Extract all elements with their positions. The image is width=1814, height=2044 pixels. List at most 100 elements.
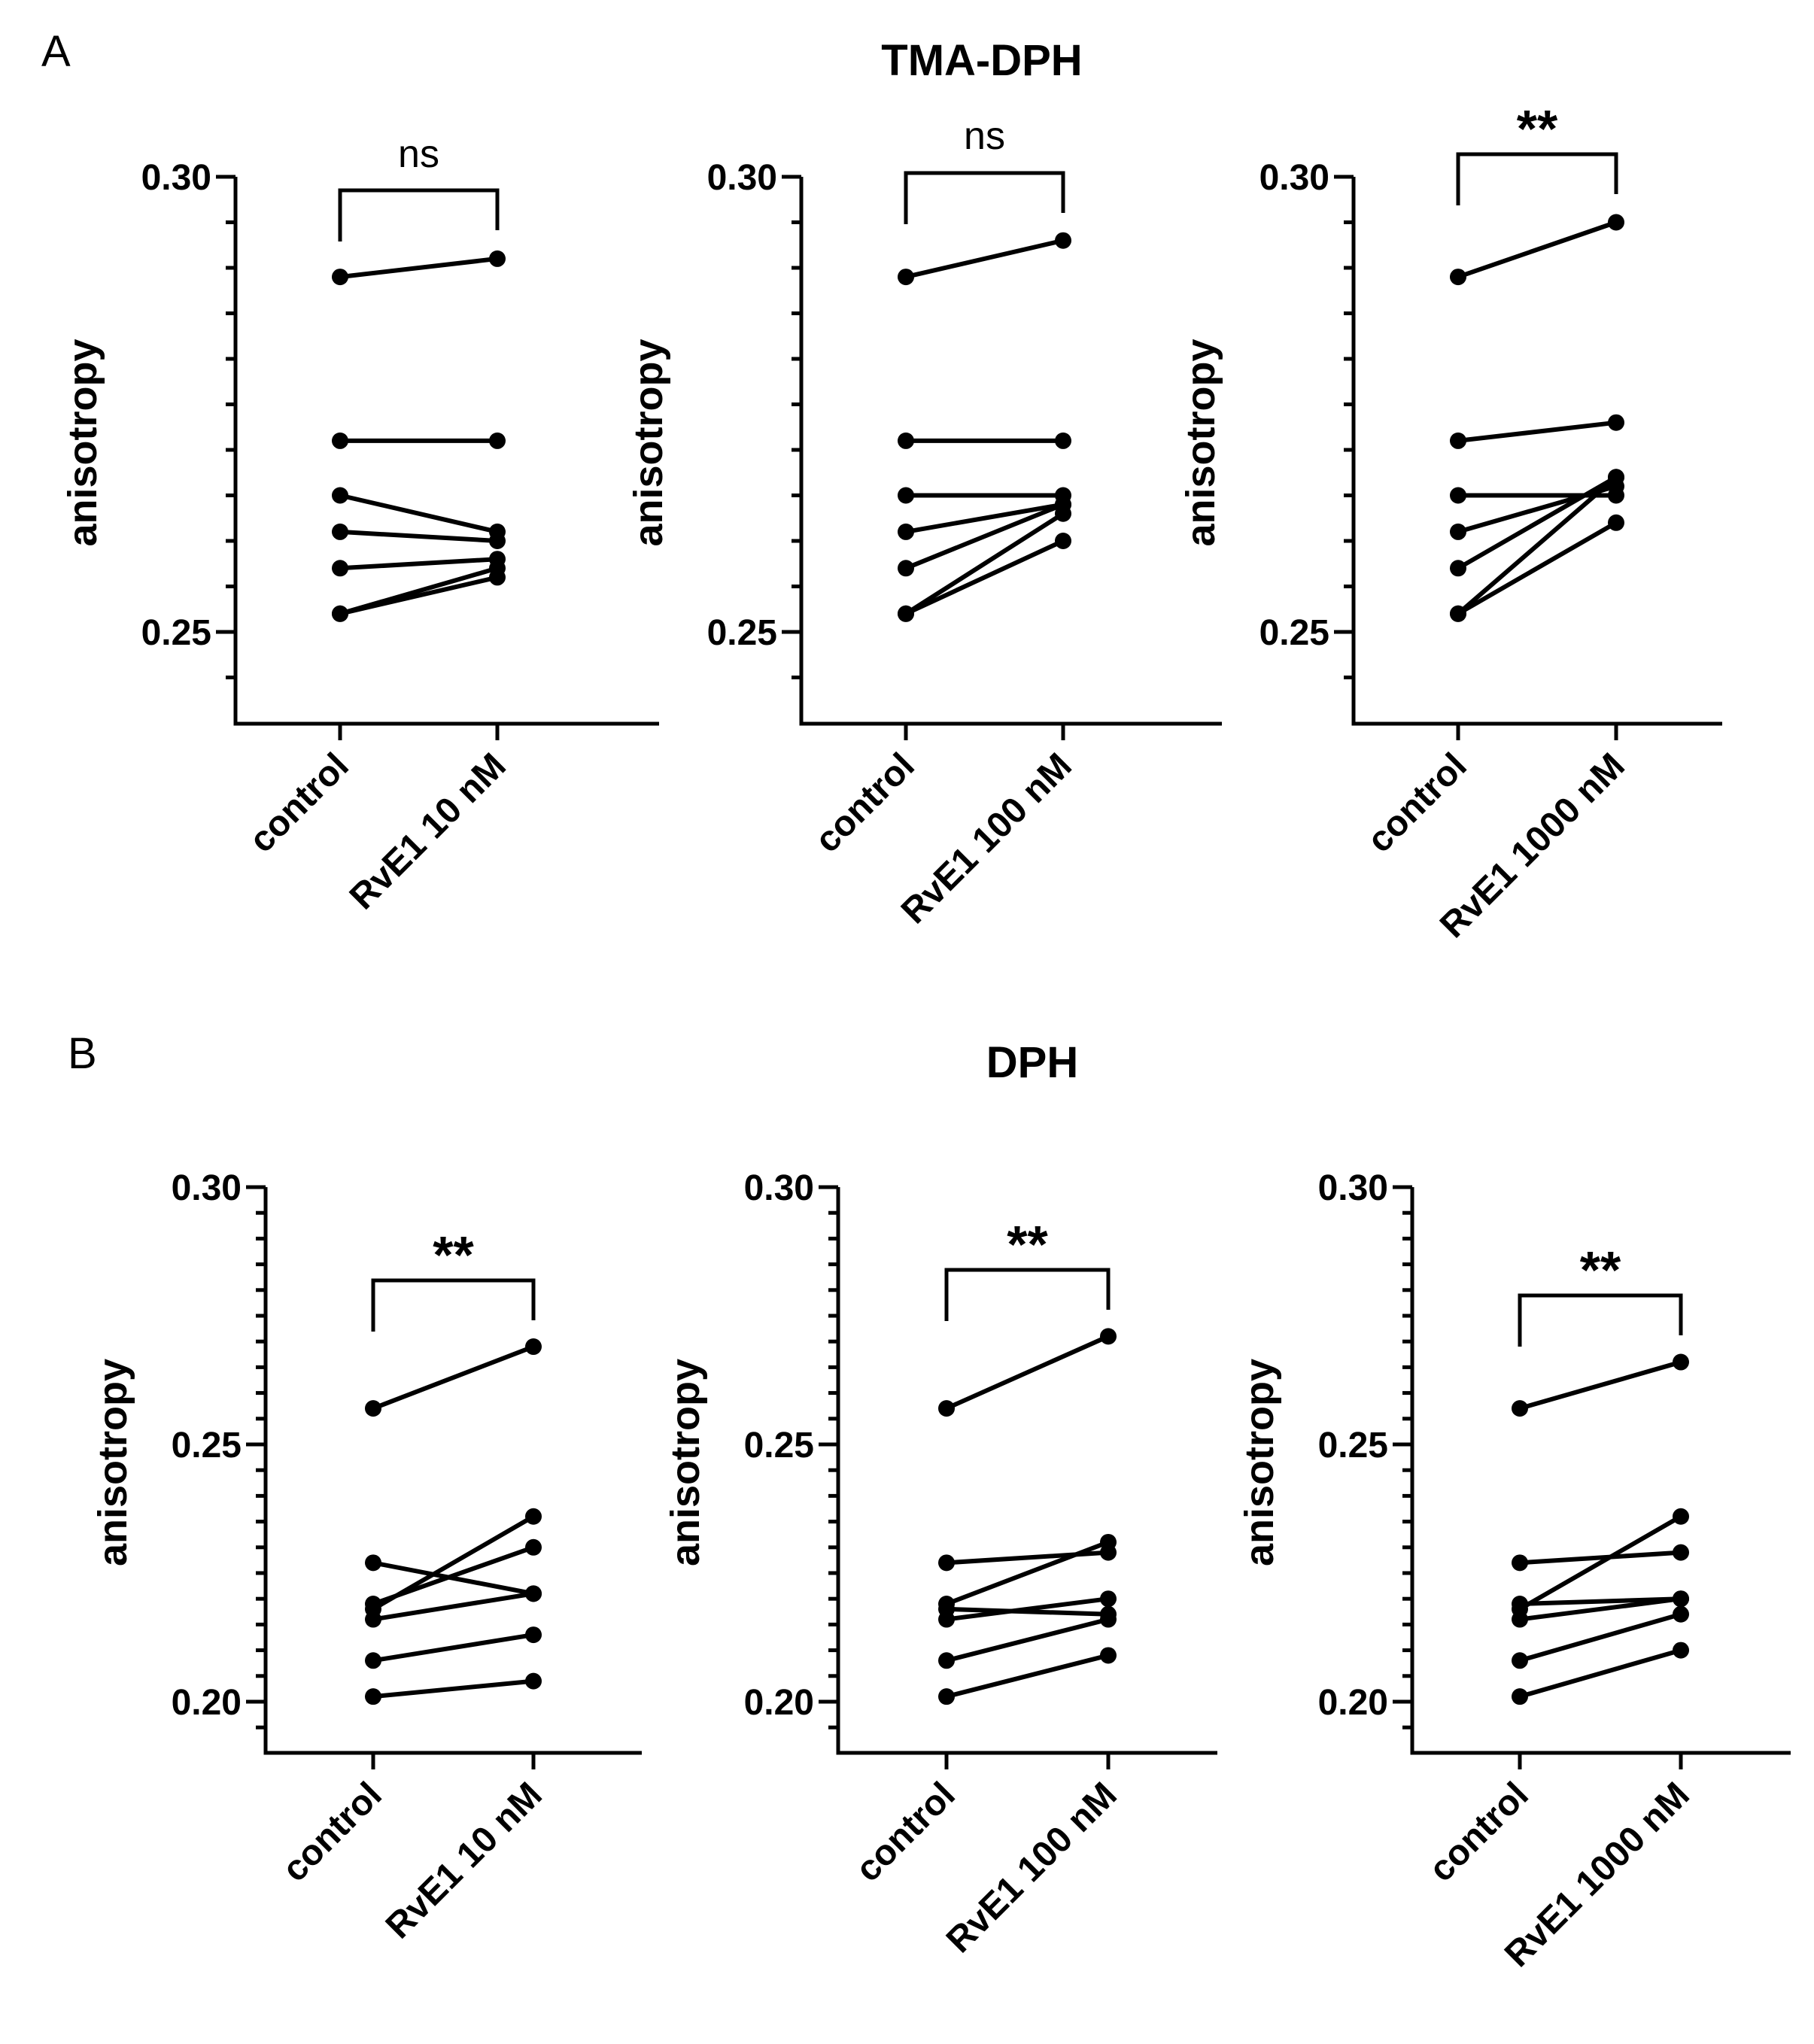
chart-b3-tick-label: 0.20: [1318, 1683, 1388, 1723]
chart-a1-significance-label: ns: [398, 132, 439, 176]
chart-a2-pair-line: [905, 502, 1064, 534]
chart-b3-pair-line: [1519, 1648, 1682, 1699]
chart-b3-category-label: control: [1421, 1775, 1536, 1889]
chart-a1-point-treated: [489, 569, 506, 586]
chart-b3-pair-line: [1519, 1596, 1682, 1622]
chart-a2-pair-line: [904, 512, 1065, 616]
chart-b2-pair-line: [945, 1540, 1110, 1606]
chart-b1-y-axis-label: anisotropy: [90, 1359, 135, 1566]
chart-b1-point-control: [365, 1554, 381, 1572]
chart-b3-significance-bracket: [1518, 1293, 1683, 1347]
chart-b3-pair-line: [1519, 1611, 1682, 1663]
chart-a3-significance-label: **: [1517, 99, 1558, 158]
chart-b2-category-label: RvE1 100 nM: [939, 1775, 1125, 1960]
chart-b3-point-treated: [1673, 1508, 1689, 1525]
chart-b1-tick-label: 0.20: [172, 1683, 242, 1723]
chart-a2-point-control: [898, 487, 914, 504]
chart-b3-point-control: [1512, 1554, 1528, 1572]
chart-b2-significance-bracket: [944, 1268, 1111, 1321]
chart-b1-tick-label: 0.25: [172, 1426, 242, 1465]
chart-a3-point-control: [1450, 269, 1466, 286]
chart-b3-tick-label: 0.30: [1318, 1168, 1388, 1208]
panel-letter-b: B: [68, 1029, 97, 1078]
chart-b1-point-control: [365, 1652, 381, 1669]
chart-b3-point-treated: [1673, 1590, 1689, 1608]
chart-a2-pair-line: [904, 502, 1065, 571]
chart-b2-pair-line: [946, 1653, 1109, 1699]
chart-a2-point-control: [898, 605, 914, 622]
chart-a1-point-control: [332, 269, 348, 286]
chart-a2-y-axis-label: anisotropy: [626, 339, 671, 546]
chart-b1-point-control: [365, 1400, 381, 1417]
chart-a2-tick-label: 0.25: [707, 613, 777, 653]
chart-b1-pair-line: [372, 1514, 535, 1611]
chart-b1-significance-label: **: [433, 1225, 474, 1284]
chart-b1-point-control: [365, 1611, 381, 1628]
chart-a1-pair-line: [339, 256, 498, 280]
chart-b1-point-treated: [525, 1508, 542, 1525]
chart-a3-pair-line: [1457, 475, 1618, 570]
panel-letter-a: A: [41, 27, 71, 76]
chart-b1-pair-line: [372, 1591, 534, 1622]
chart-b1-pair-line: [372, 1632, 534, 1663]
chart-b3-point-treated: [1673, 1544, 1689, 1561]
chart-a1-pair-line: [339, 557, 498, 571]
chart-a1-point-control: [332, 605, 348, 622]
panel-title-a: TMA-DPH: [881, 36, 1082, 85]
chart-a3-significance-bracket: [1456, 152, 1618, 205]
chart-a2-point-control: [898, 432, 914, 449]
chart-b3-pair-line: [1519, 1550, 1682, 1566]
chart-a1-tick-label: 0.25: [141, 613, 211, 653]
chart-b2-pair-line: [946, 1606, 1109, 1617]
chart-b2-pair-line: [945, 1334, 1110, 1411]
chart-b1-pair-line: [372, 1560, 534, 1596]
chart-b1-pair-line: [372, 1344, 535, 1411]
chart-b2-tick-label: 0.20: [744, 1683, 814, 1723]
chart-a2-tick-label: 0.30: [707, 158, 777, 198]
chart-b2-pair-line: [946, 1596, 1109, 1622]
chart-a1-point-treated: [489, 432, 506, 449]
chart-b2-tick-label: 0.30: [744, 1168, 814, 1208]
chart-a3-point-treated: [1608, 514, 1624, 531]
chart-b1-category-label: RvE1 10 nM: [378, 1775, 550, 1946]
chart-a3-point-treated: [1608, 469, 1624, 486]
chart-b3-point-control: [1512, 1652, 1528, 1669]
chart-b2-category-label: control: [848, 1775, 962, 1889]
chart-b3-point-treated: [1673, 1605, 1689, 1623]
chart-b1-point-treated: [525, 1538, 542, 1556]
chart-b2-point-treated: [1100, 1328, 1117, 1345]
chart-a3-point-treated: [1608, 214, 1624, 231]
chart-a1-point-treated: [489, 533, 506, 549]
chart-b3-pair-line: [1519, 1359, 1682, 1411]
chart-a2-category-label: control: [807, 746, 922, 860]
chart-b2-pair-line: [946, 1617, 1109, 1663]
panel-title-b: DPH: [986, 1038, 1078, 1087]
chart-a1-point-control: [332, 560, 348, 577]
chart-b2-tick-label: 0.25: [744, 1426, 814, 1465]
chart-b1-point-treated: [525, 1338, 542, 1356]
chart-a1-point-control: [332, 487, 348, 504]
chart-b2-point-treated: [1100, 1590, 1117, 1608]
chart-a1-category-label: control: [242, 746, 356, 860]
chart-b1-category-label: control: [275, 1775, 389, 1889]
chart-a2-point-treated: [1055, 232, 1071, 249]
chart-b1-point-treated: [525, 1585, 542, 1602]
chart-b3-point-treated: [1673, 1353, 1689, 1371]
chart-b2-point-control: [938, 1652, 955, 1669]
chart-b2-significance-label: **: [1007, 1215, 1048, 1274]
chart-b1-point-control: [365, 1688, 381, 1705]
chart-a2-significance-label: ns: [964, 114, 1005, 158]
chart-a1-point-treated: [489, 250, 506, 267]
chart-a3-tick-label: 0.25: [1259, 613, 1329, 653]
chart-a3-point-control: [1450, 432, 1466, 449]
chart-b2-point-treated: [1100, 1647, 1117, 1664]
chart-a3-pair-line: [1457, 220, 1617, 279]
chart-a2-significance-bracket: [904, 171, 1065, 224]
chart-a2-point-treated: [1055, 505, 1071, 522]
